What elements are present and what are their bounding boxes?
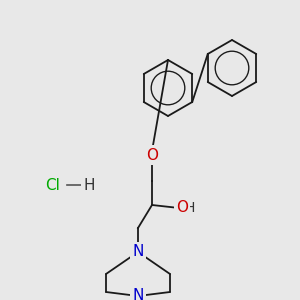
Text: H: H bbox=[185, 201, 195, 215]
Text: H: H bbox=[83, 178, 95, 193]
Text: O: O bbox=[176, 200, 188, 215]
Text: N: N bbox=[132, 289, 144, 300]
Text: Cl: Cl bbox=[46, 178, 60, 193]
Text: N: N bbox=[132, 244, 144, 260]
Text: O: O bbox=[146, 148, 158, 163]
